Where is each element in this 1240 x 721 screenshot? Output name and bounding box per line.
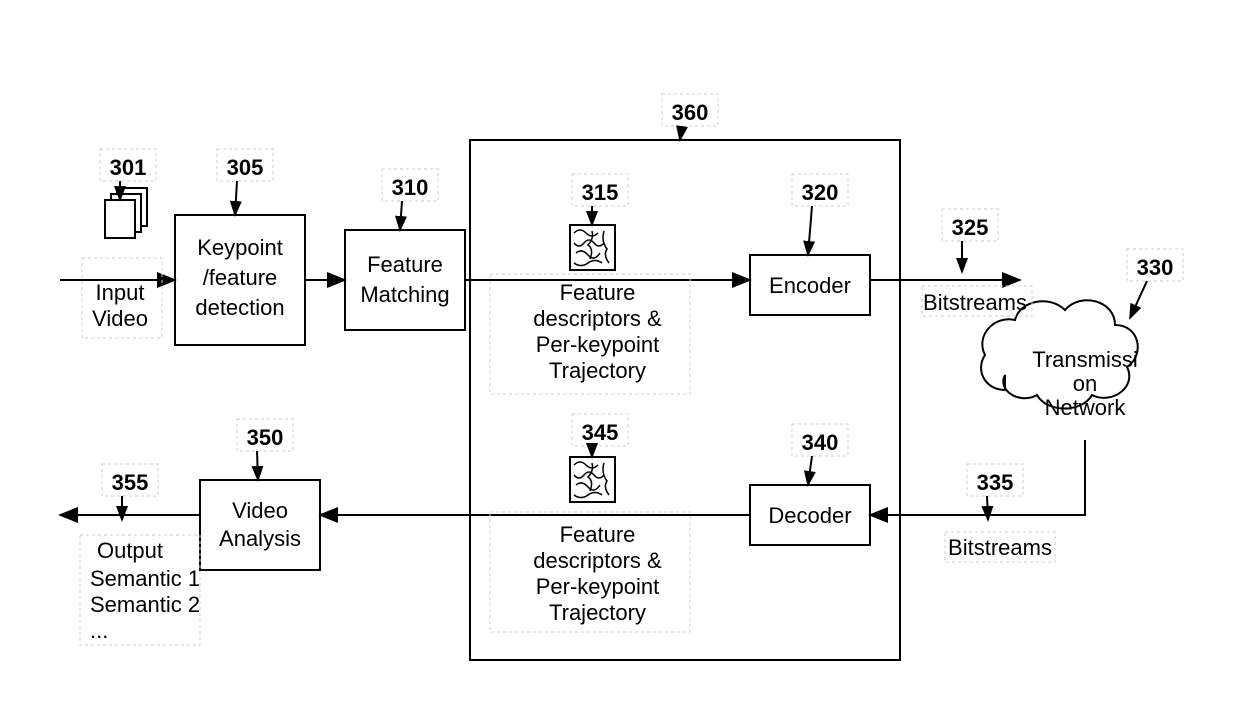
svg-text:Trajectory: Trajectory (549, 358, 646, 383)
svg-text:Network: Network (1045, 395, 1127, 420)
svg-text:360: 360 (672, 100, 709, 125)
svg-text:305: 305 (227, 155, 264, 180)
svg-text:Per-keypoint: Per-keypoint (536, 332, 660, 357)
svg-text:340: 340 (802, 430, 839, 455)
svg-text:Video: Video (92, 306, 148, 331)
svg-text:Semantic 2: Semantic 2 (90, 592, 200, 617)
group-box (470, 140, 900, 660)
svg-text:Feature: Feature (560, 280, 636, 305)
svg-text:345: 345 (582, 420, 619, 445)
svg-text:/feature: /feature (203, 265, 278, 290)
svg-text:330: 330 (1137, 255, 1174, 280)
svg-text:Analysis: Analysis (219, 526, 301, 551)
svg-text:355: 355 (112, 470, 149, 495)
feature-thumb-1-icon (570, 225, 615, 270)
svg-text:335: 335 (977, 470, 1014, 495)
svg-text:descriptors &: descriptors & (533, 306, 662, 331)
feature-matching-box (345, 230, 465, 330)
svg-text:Bitstreams: Bitstreams (948, 535, 1052, 560)
svg-text:Encoder: Encoder (769, 273, 851, 298)
svg-text:Decoder: Decoder (768, 503, 851, 528)
svg-text:descriptors &: descriptors & (533, 548, 662, 573)
svg-text:Keypoint: Keypoint (197, 235, 283, 260)
svg-text:Matching: Matching (360, 282, 449, 307)
svg-text:320: 320 (802, 180, 839, 205)
svg-text:Transmissi: Transmissi (1032, 347, 1138, 372)
svg-text:Feature: Feature (560, 522, 636, 547)
svg-text:Input: Input (96, 280, 145, 305)
svg-text:350: 350 (247, 425, 284, 450)
video-analysis-box (200, 480, 320, 570)
svg-text:Bitstreams: Bitstreams (923, 290, 1027, 315)
feature-thumb-2-icon (570, 457, 615, 502)
svg-text:301: 301 (110, 155, 147, 180)
svg-text:Per-keypoint: Per-keypoint (536, 574, 660, 599)
svg-text:Semantic 1: Semantic 1 (90, 566, 200, 591)
input-video-icon (105, 188, 147, 238)
svg-text:Feature: Feature (367, 252, 443, 277)
svg-text:detection: detection (195, 295, 284, 320)
svg-text:on: on (1073, 371, 1097, 396)
svg-text:325: 325 (952, 215, 989, 240)
svg-text:315: 315 (582, 180, 619, 205)
svg-text:Output: Output (97, 538, 163, 563)
svg-text:Video: Video (232, 498, 288, 523)
svg-text:310: 310 (392, 175, 429, 200)
svg-text:...: ... (90, 618, 108, 643)
svg-text:Trajectory: Trajectory (549, 600, 646, 625)
